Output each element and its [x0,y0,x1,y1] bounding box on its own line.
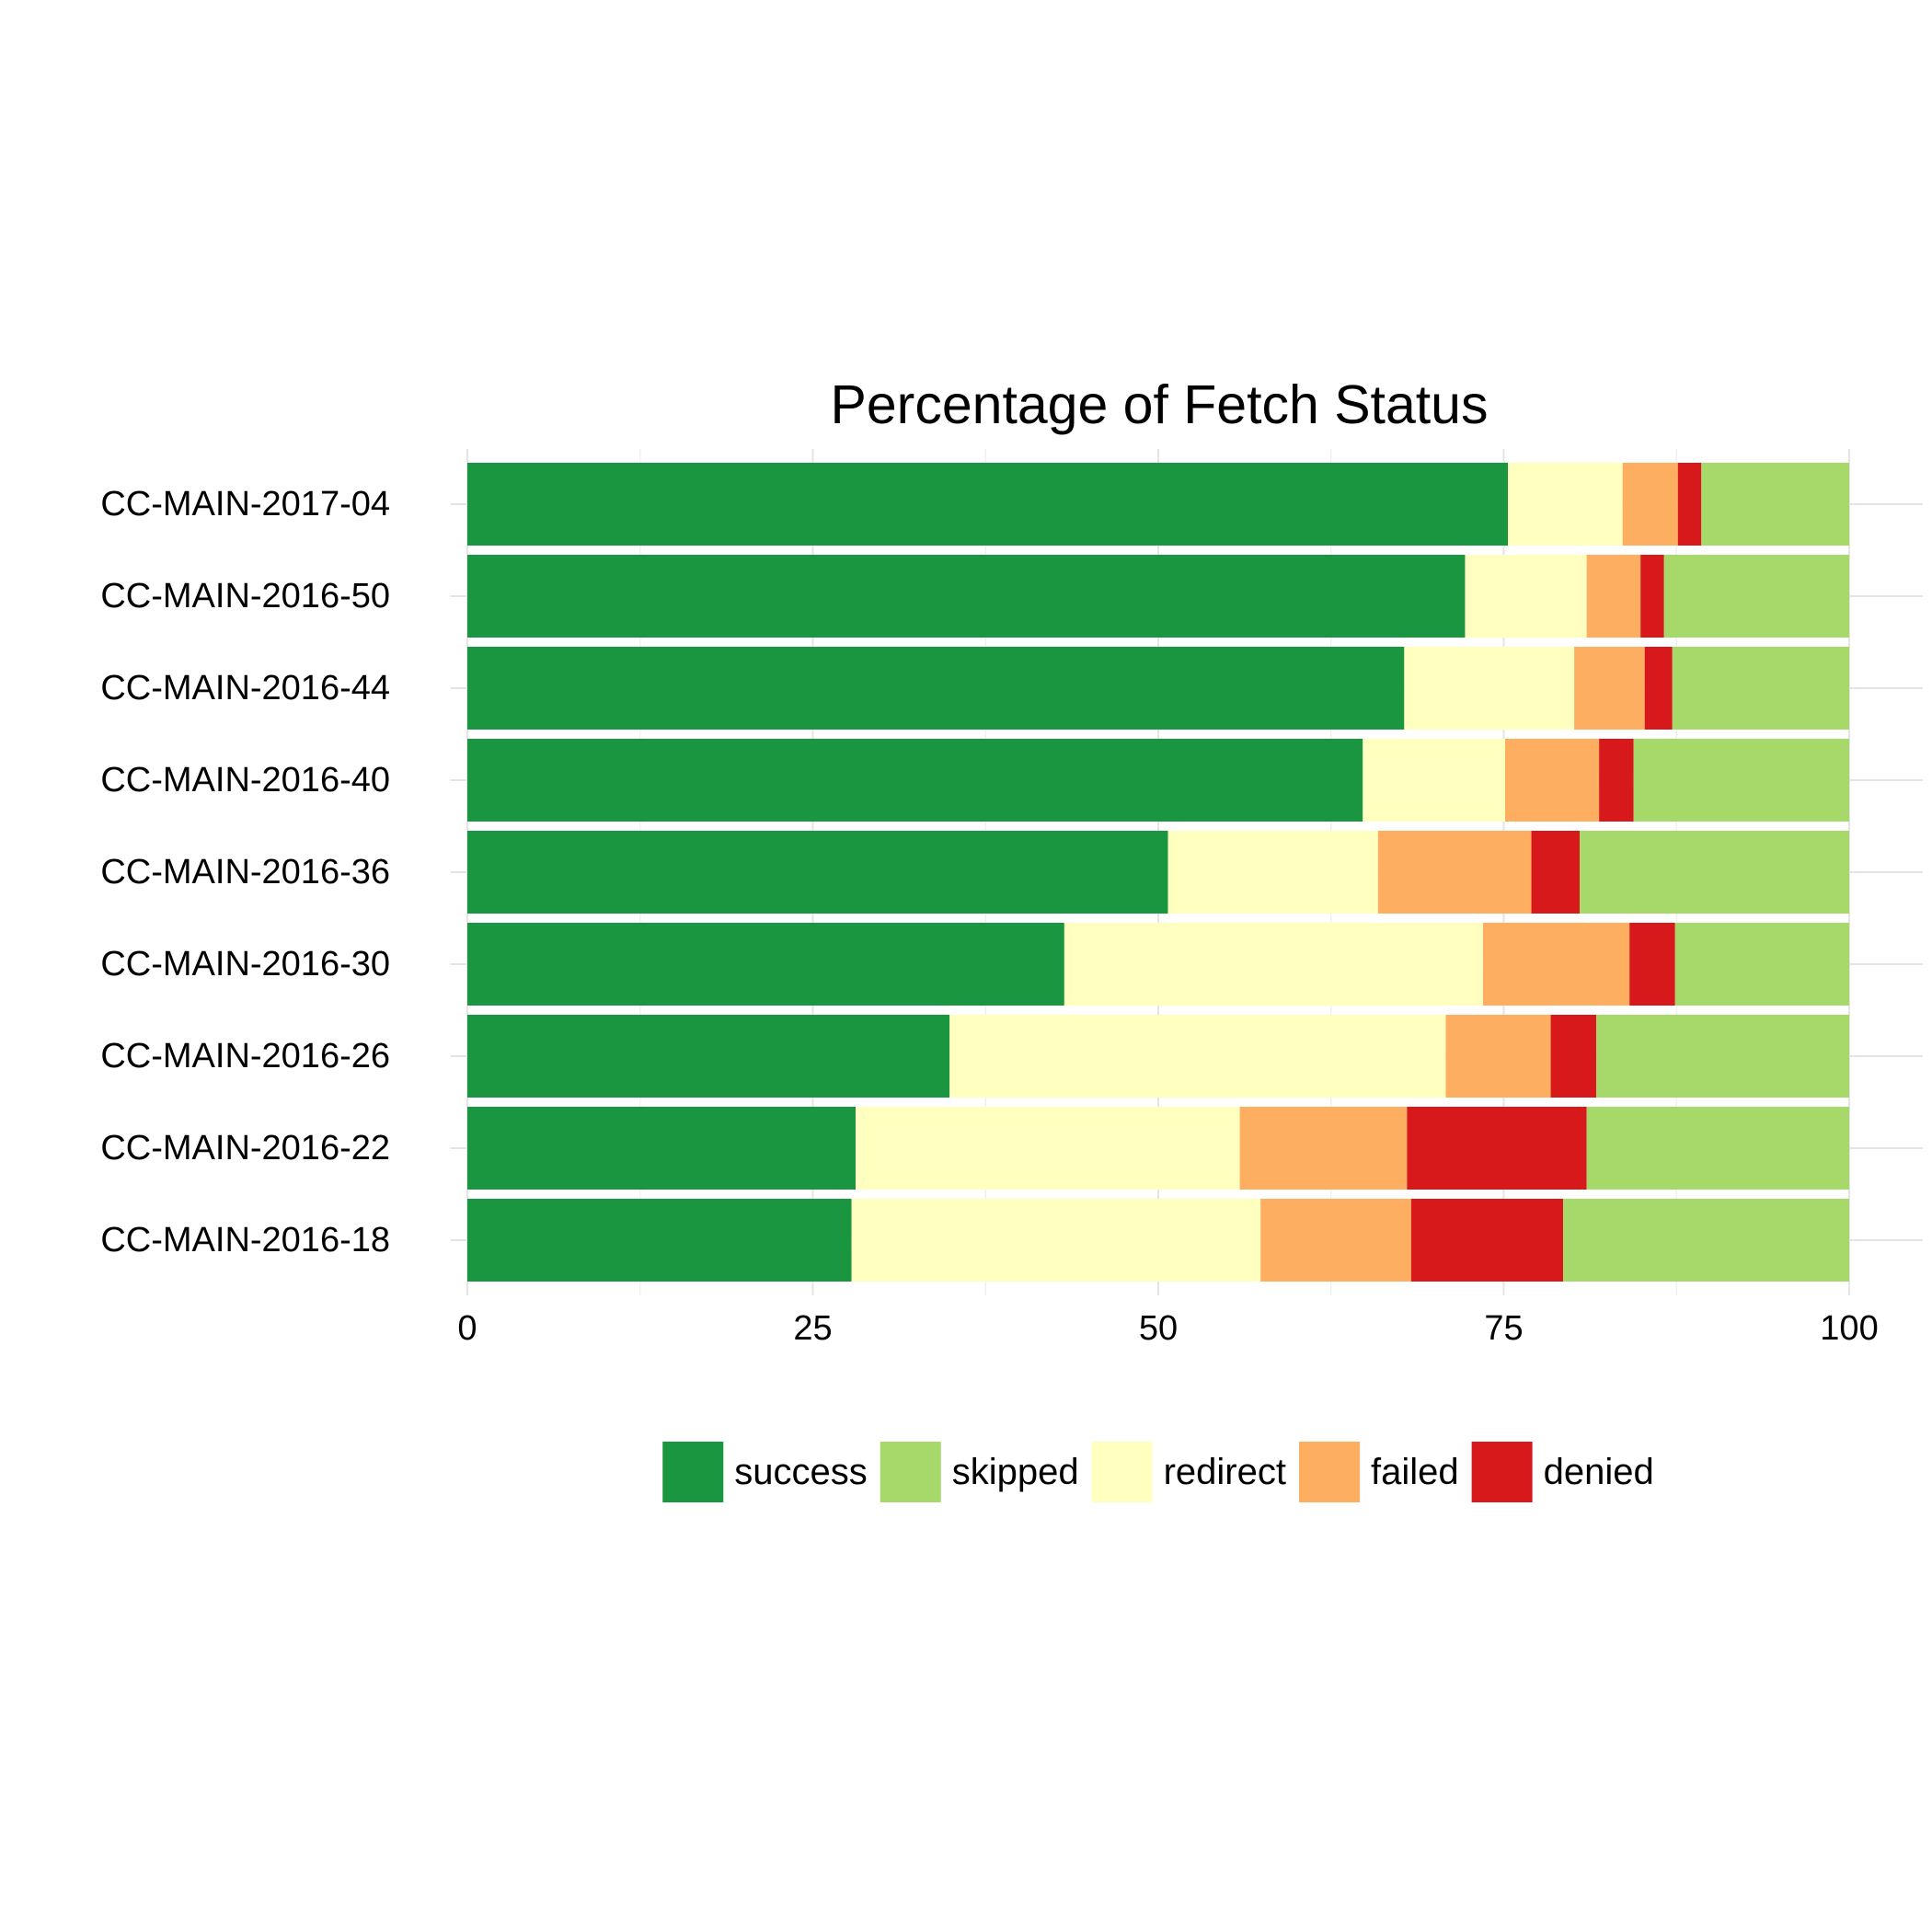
y-tick-label: CC-MAIN-2016-26 [100,1037,390,1075]
bar-segment-success [467,739,1363,822]
bar-segment-success [467,923,1064,1006]
legend-key-denied [1471,1442,1533,1502]
bar-segment-failed [1505,739,1600,822]
bar-segment-success [467,555,1466,638]
bar-segment-failed [1445,1015,1551,1098]
bar-segment-redirect [1465,555,1587,638]
bar-segment-denied [1531,831,1581,914]
legend-key-failed [1299,1442,1361,1502]
bar-segment-skipped [1701,463,1849,546]
bar-segment-denied [1550,1015,1597,1098]
x-tick-label: 25 [793,1309,832,1348]
bar-segment-denied [1629,923,1675,1006]
bar-segment-skipped [1633,739,1849,822]
bar-segment-success [467,1107,857,1190]
x-tick-label: 0 [457,1309,477,1348]
bar-segment-redirect [1404,647,1575,730]
y-tick-label: CC-MAIN-2016-22 [100,1129,390,1167]
legend-label-redirect: redirect [1164,1452,1286,1492]
bar-segment-failed [1377,831,1532,914]
bar-segment-denied [1644,647,1673,730]
bar-segment-success [467,463,1509,546]
bar-segment-redirect [856,1107,1240,1190]
bar-segment-denied [1677,463,1702,546]
bar-segment-skipped [1672,647,1849,730]
bar-segment-denied [1599,739,1634,822]
bar-segment-redirect [1167,831,1378,914]
x-tick-label: 100 [1820,1309,1878,1348]
bar-segment-denied [1640,555,1664,638]
bar-segment-skipped [1580,831,1849,914]
bar-segment-skipped [1563,1199,1849,1282]
y-tick-labels: CC-MAIN-2017-04 CC-MAIN-2016-50 CC-MAIN-20… [100,485,390,1259]
y-tick-label: CC-MAIN-2017-04 [100,485,390,523]
legend-key-success [662,1442,724,1502]
legend-label-failed: failed [1371,1452,1459,1492]
bar-segment-redirect [1064,923,1483,1006]
y-tick-label: CC-MAIN-2016-50 [100,577,390,615]
y-tick-label: CC-MAIN-2016-30 [100,945,390,983]
bar-segment-failed [1482,923,1630,1006]
chart-title: Percentage of Fetch Status [831,374,1489,435]
bar-segment-denied [1407,1107,1587,1190]
bar-segment-failed [1622,463,1678,546]
bar-segment-redirect [851,1199,1261,1282]
legend-label-success: success [734,1452,868,1492]
y-tick-label: CC-MAIN-2016-18 [100,1221,390,1259]
bar-segment-redirect [1363,739,1506,822]
bar-segment-skipped [1586,1107,1849,1190]
bar-segment-redirect [1508,463,1623,546]
x-tick-label: 75 [1484,1309,1523,1348]
bar-segment-denied [1410,1199,1564,1282]
bar-segment-skipped [1596,1015,1849,1098]
y-tick-label: CC-MAIN-2016-40 [100,761,390,799]
bar-segment-success [467,647,1405,730]
bars [467,463,1849,1282]
bar-segment-redirect [949,1015,1446,1098]
x-tick-label: 50 [1139,1309,1178,1348]
legend-label-denied: denied [1544,1452,1654,1492]
x-tick-labels: 0 25 50 75 100 [457,1309,1878,1348]
bar-segment-skipped [1663,555,1849,638]
legend: success skipped redirect failed denied [662,1442,1654,1502]
bar-segment-skipped [1674,923,1849,1006]
bar-segment-failed [1586,555,1641,638]
bar-segment-success [467,831,1168,914]
legend-key-redirect [1091,1442,1153,1502]
bar-segment-success [467,1015,950,1098]
bar-segment-failed [1574,647,1645,730]
y-tick-label: CC-MAIN-2016-36 [100,853,390,891]
legend-key-skipped [880,1442,941,1502]
legend-label-skipped: skipped [952,1452,1079,1492]
bar-segment-failed [1239,1107,1408,1190]
bar-segment-success [467,1199,852,1282]
y-tick-label: CC-MAIN-2016-44 [100,669,390,707]
bar-segment-failed [1260,1199,1411,1282]
